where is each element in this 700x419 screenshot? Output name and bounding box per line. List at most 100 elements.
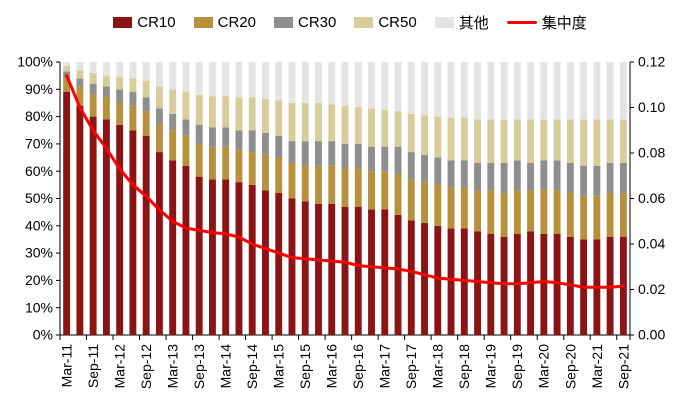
bar-Sep-14 xyxy=(248,62,256,335)
bar-segment xyxy=(328,141,336,166)
bar-segment xyxy=(474,119,482,164)
chart-plot: 0% 10% 20% 30% 40% 50% 60% 70% 80% 90% 100% 0.00 0.0… xyxy=(17,54,665,390)
bar-segment xyxy=(394,111,402,147)
bar-segment xyxy=(129,92,137,106)
bar-Sep-12 xyxy=(142,62,150,335)
x-axis-tick-label: Mar-19 xyxy=(483,344,499,389)
bar-segment xyxy=(381,209,389,335)
bar-segment xyxy=(248,184,256,335)
left-axis-tick-label: 40% xyxy=(25,217,53,233)
bar-segment xyxy=(447,228,455,335)
x-axis-tick-label: Mar-11 xyxy=(59,344,75,388)
legend-swatch-icon xyxy=(434,16,454,28)
bar-Jun-11 xyxy=(76,62,84,336)
bar-segment xyxy=(474,190,482,232)
bar-Mar-20 xyxy=(540,62,548,335)
bar-segment xyxy=(208,127,216,147)
bar-Mar-19 xyxy=(487,62,495,335)
bar-Dec-14 xyxy=(262,62,269,335)
x-axis-tick-label: Sep-18 xyxy=(456,344,472,389)
bar-segment xyxy=(116,77,124,90)
bar-segment xyxy=(222,96,230,128)
bar-segment xyxy=(527,190,535,232)
bar-segment xyxy=(76,70,84,79)
bar-segment xyxy=(195,94,203,125)
bar-segment xyxy=(606,119,614,164)
bar-segment xyxy=(447,187,455,229)
bar-segment xyxy=(460,117,468,161)
bar-segment xyxy=(222,146,230,180)
bar-segment xyxy=(593,195,601,240)
bar-segment xyxy=(301,102,309,142)
x-axis-tick-label: Sep-20 xyxy=(562,344,578,389)
bar-segment xyxy=(421,223,428,335)
bar-segment xyxy=(63,62,71,67)
bar-segment xyxy=(394,173,402,215)
bar-segment xyxy=(606,62,614,120)
x-axis-tick-label: Mar-20 xyxy=(536,344,552,389)
bar-Sep-11 xyxy=(89,62,97,335)
bar-segment xyxy=(421,115,428,155)
bar-segment xyxy=(513,62,521,120)
bar-segment xyxy=(63,92,71,335)
bar-segment xyxy=(553,160,561,191)
chart-legend: CR10 CR20 CR30 CR50 其他 集中度 xyxy=(0,0,700,44)
legend-item-line: 集中度 xyxy=(506,12,587,33)
legend-item-CR10: CR10 xyxy=(113,14,176,31)
bar-segment xyxy=(76,86,84,106)
bar-segment xyxy=(394,62,402,112)
bar-segment xyxy=(262,98,269,133)
bar-segment xyxy=(301,62,309,103)
bar-segment xyxy=(434,116,442,158)
right-axis-tick-label: 0.08 xyxy=(638,145,665,161)
bar-segment xyxy=(460,160,468,188)
concentration-line xyxy=(65,74,625,289)
bar-segment xyxy=(288,102,296,142)
bar-segment xyxy=(102,75,110,87)
left-axis-tick-label: 80% xyxy=(25,108,53,124)
bar-segment xyxy=(566,62,574,120)
bar-segment xyxy=(407,113,415,153)
bar-segment xyxy=(381,146,389,172)
bar-segment xyxy=(102,86,110,98)
bar-segment xyxy=(182,62,190,93)
bar-segment xyxy=(116,102,124,125)
bar-segment xyxy=(553,233,561,335)
x-axis-tick-label: Mar-17 xyxy=(377,344,393,389)
bar-segment xyxy=(169,89,177,114)
legend-line-icon xyxy=(506,20,537,24)
bar-segment xyxy=(500,193,508,237)
bar-segment xyxy=(421,182,428,224)
x-axis-tick-label: Sep-15 xyxy=(297,344,313,389)
bar-segment xyxy=(116,62,124,78)
bar-segment xyxy=(169,160,177,335)
bar-Mar-13 xyxy=(169,62,177,335)
bar-segment xyxy=(407,62,415,114)
bar-segment xyxy=(195,176,203,335)
bar-segment xyxy=(606,193,614,237)
bar-segment xyxy=(341,62,349,106)
legend-item-其他: 其他 xyxy=(434,12,489,33)
bar-segment xyxy=(368,171,375,210)
bar-Mar-16 xyxy=(328,62,336,335)
legend-label: CR20 xyxy=(217,13,256,31)
x-axis-tick-label: Mar-21 xyxy=(589,344,605,389)
right-axis-tick-label: 0.00 xyxy=(638,327,665,343)
right-axis-tick-label: 0.12 xyxy=(638,54,665,70)
bar-segment xyxy=(407,179,415,221)
bar-segment xyxy=(447,62,455,118)
bar-segment xyxy=(129,78,137,93)
bar-segment xyxy=(116,89,124,103)
bar-segment xyxy=(208,62,216,97)
left-axis-tick-label: 50% xyxy=(25,190,53,206)
bar-segment xyxy=(89,62,97,73)
bar-segment xyxy=(474,163,482,191)
bar-segment xyxy=(354,62,362,108)
bar-segment xyxy=(116,124,124,335)
bar-Dec-11 xyxy=(102,62,110,335)
bar-segment xyxy=(142,111,150,136)
bar-segment xyxy=(235,182,243,335)
bar-segment xyxy=(315,102,322,142)
legend-item-CR50: CR50 xyxy=(354,14,417,31)
bar-segment xyxy=(63,78,71,93)
